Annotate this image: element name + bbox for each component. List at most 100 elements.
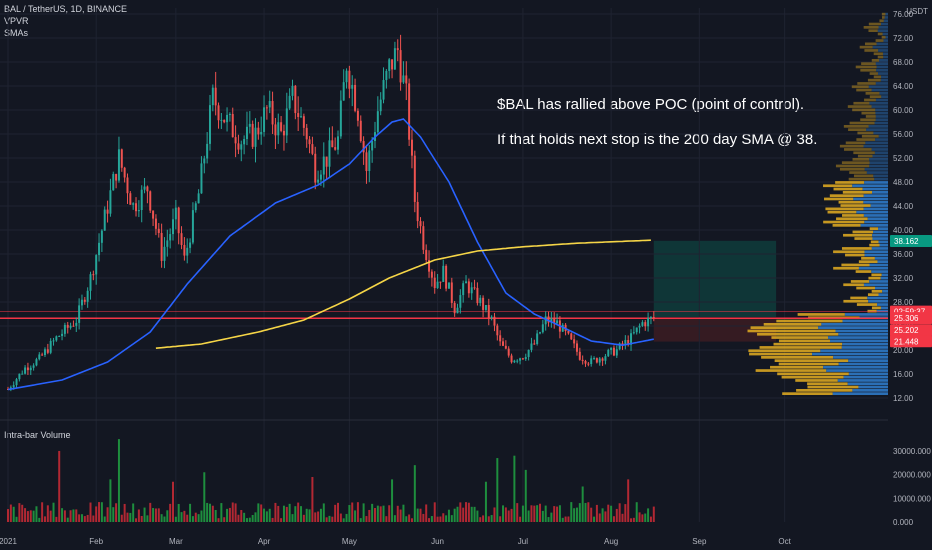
volume-bar xyxy=(604,511,607,522)
volume-bar xyxy=(439,516,442,522)
volume-bar xyxy=(200,510,203,522)
candle-body xyxy=(169,234,172,241)
candle-body xyxy=(507,348,510,356)
price-tag-label: 25.202 xyxy=(894,326,919,335)
vpvr-bar-up xyxy=(876,68,888,72)
vpvr-bar-down xyxy=(864,49,879,52)
vpvr-bar-down xyxy=(839,167,865,171)
vpvr-bar-down xyxy=(759,346,842,349)
volume-bar xyxy=(445,515,448,522)
y-tick-label: 64.00 xyxy=(893,82,914,91)
volume-bar xyxy=(174,516,177,522)
volume-bar xyxy=(502,505,505,522)
volume-bar xyxy=(610,505,613,522)
volume-bar xyxy=(368,509,371,522)
volume-bar xyxy=(217,518,220,522)
candle-body xyxy=(186,247,189,256)
vpvr-bar-up xyxy=(869,263,888,267)
volume-bar xyxy=(149,502,152,522)
candle-body xyxy=(280,122,283,131)
price-tag-label: 25.306 xyxy=(894,314,919,323)
y-tick-label: 52.00 xyxy=(893,154,914,163)
vpvr-bar-down xyxy=(773,342,843,346)
candle-body xyxy=(78,305,81,323)
y-tick-label: 20.00 xyxy=(893,346,914,355)
vpvr-bar-up xyxy=(867,217,888,221)
time-axis: 2021 Feb Mar Apr May Jun Jul Aug Sep Oct xyxy=(0,537,792,546)
candle-body xyxy=(291,85,294,96)
volume-bar xyxy=(447,509,450,522)
volume-bar xyxy=(615,508,618,522)
candle-body xyxy=(46,349,49,353)
candle-body xyxy=(123,167,126,178)
candle-body xyxy=(567,330,570,334)
vpvr-bar-up xyxy=(872,191,888,194)
candle-body xyxy=(470,287,473,294)
volume-pane-label[interactable]: Intra-bar Volume xyxy=(4,430,71,440)
vpvr-bar-down xyxy=(847,105,872,108)
volume-bar xyxy=(157,508,160,522)
vpvr-bar-up xyxy=(873,131,888,135)
volume-bar xyxy=(638,512,641,522)
candle-body xyxy=(416,201,419,222)
vpvr-bar-down xyxy=(838,200,864,204)
candle-body xyxy=(519,358,522,361)
volume-bar xyxy=(143,507,146,522)
candle-body xyxy=(103,209,106,231)
candle-body xyxy=(135,203,138,212)
vpvr-bar-up xyxy=(875,138,888,141)
candle-body xyxy=(160,232,163,261)
vpvr-bar-down xyxy=(850,296,868,300)
candle-body xyxy=(382,80,385,100)
candle-body xyxy=(194,203,197,211)
volume-bar xyxy=(593,516,596,522)
vpvr-bar-down xyxy=(770,365,824,369)
vpvr-bar-down xyxy=(774,359,849,362)
volume-bar xyxy=(237,514,240,522)
volume-bar xyxy=(433,502,436,522)
volume-bar xyxy=(302,514,305,522)
volume-bar xyxy=(166,510,169,522)
vpvr-bar-down xyxy=(860,68,877,72)
candle-body xyxy=(365,152,368,172)
volume-bar xyxy=(137,509,140,522)
vpvr-bar-down xyxy=(842,191,873,194)
volume-bar xyxy=(556,506,559,522)
candle-body xyxy=(75,322,78,326)
candle-body xyxy=(55,336,58,341)
volume-bar xyxy=(450,515,453,522)
vpvr-bar-down xyxy=(873,52,883,56)
volume-bar xyxy=(649,516,652,522)
vpvr-bar-up xyxy=(871,270,888,273)
vpvr-bar-down xyxy=(881,12,886,16)
price-tag xyxy=(890,324,932,337)
candle-body xyxy=(393,48,396,70)
volume-bar xyxy=(43,516,46,522)
candle-body xyxy=(502,341,505,346)
vpvr-bar-down xyxy=(824,197,854,201)
vpvr-bar-down xyxy=(763,323,822,326)
vpvr-bar-down xyxy=(868,22,881,26)
vpvr-bar-up xyxy=(863,144,888,148)
volume-bar xyxy=(95,506,98,522)
volume-bar xyxy=(21,504,24,522)
currency-label: USDT xyxy=(906,7,928,16)
candle-body xyxy=(18,373,21,380)
candle-body xyxy=(419,221,422,227)
vpvr-bar-up xyxy=(835,329,888,333)
vpvr-bar-down xyxy=(858,260,878,263)
volume-bar xyxy=(140,515,143,522)
vpvr-bar-up xyxy=(848,359,888,362)
vpvr-bar-down xyxy=(864,98,876,102)
candle-body xyxy=(132,203,135,205)
indicator-vpvr[interactable]: VPVR xyxy=(4,16,29,26)
volume-bar xyxy=(359,518,362,522)
vpvr-bar-down xyxy=(748,349,821,353)
vpvr-bar-up xyxy=(872,233,888,237)
volume-bar xyxy=(311,477,314,522)
candle-body xyxy=(197,193,200,204)
vpvr-bar-up xyxy=(881,75,888,79)
candle-body xyxy=(570,333,573,340)
indicator-smas[interactable]: SMAs xyxy=(4,28,29,38)
